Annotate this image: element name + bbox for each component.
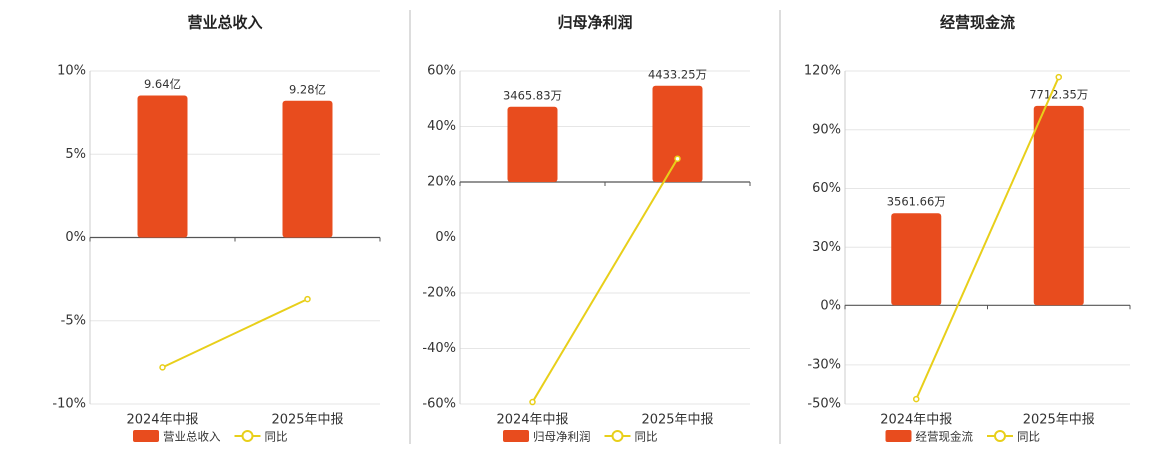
legend-swatch <box>503 430 529 442</box>
chart-title: 营业总收入 <box>187 14 262 32</box>
y-tick-label: -60% <box>422 397 456 412</box>
value-label: 3465.83万 <box>503 88 562 102</box>
x-tick-label: 2025年中报 <box>271 413 343 428</box>
legend-label: 营业总收入 <box>163 430 221 444</box>
y-tick-label: -10% <box>52 397 86 412</box>
y-tick-label: -5% <box>61 313 86 328</box>
legend-label: 经营现金流 <box>916 430 974 444</box>
bar <box>1033 105 1084 306</box>
y-tick-label: 0% <box>820 299 841 314</box>
y-tick-label: -30% <box>807 357 841 372</box>
x-tick-label: 2025年中报 <box>641 413 713 428</box>
legend-label: 同比 <box>265 430 288 444</box>
x-tick-label: 2024年中报 <box>496 413 568 428</box>
y-tick-label: 60% <box>427 64 456 79</box>
y-tick-label: -20% <box>422 286 456 301</box>
yoy-point <box>913 395 920 403</box>
y-tick-label: 30% <box>812 240 841 255</box>
x-tick-label: 2024年中报 <box>880 413 952 428</box>
y-tick-label: 0% <box>65 230 86 245</box>
x-tick-label: 2025年中报 <box>1023 413 1095 428</box>
y-tick-label: 90% <box>812 122 841 137</box>
bar <box>507 106 558 182</box>
y-tick-label: 10% <box>57 64 86 79</box>
chart-title: 归母净利润 <box>557 14 632 32</box>
legend-label: 同比 <box>1017 430 1040 444</box>
yoy-point <box>159 364 166 371</box>
chart-title: 经营现金流 <box>940 14 1015 32</box>
yoy-point <box>1055 73 1062 81</box>
yoy-point <box>674 155 681 162</box>
y-tick-label: 120% <box>804 64 841 79</box>
legend-swatch <box>241 430 254 442</box>
y-tick-label: 20% <box>427 175 456 190</box>
value-label: 7712.35万 <box>1029 87 1088 101</box>
yoy-point <box>304 295 311 303</box>
yoy-line <box>915 76 1060 400</box>
legend-label: 同比 <box>635 430 658 444</box>
legend-label: 归母净利润 <box>533 430 591 444</box>
bar <box>137 95 188 238</box>
y-tick-label: -50% <box>807 397 841 412</box>
yoy-line <box>531 158 679 403</box>
value-label: 9.64亿 <box>144 77 181 91</box>
yoy-point <box>529 398 536 406</box>
value-label: 4433.25万 <box>648 67 707 81</box>
yoy-line <box>162 298 308 369</box>
legend-swatch <box>994 430 1006 442</box>
bar <box>652 85 703 182</box>
value-label: 9.28亿 <box>289 82 326 96</box>
legend-swatch <box>885 430 912 442</box>
y-tick-label: 5% <box>65 147 86 162</box>
y-tick-label: -40% <box>422 341 456 356</box>
legend-swatch <box>133 430 159 442</box>
bar <box>891 213 942 306</box>
bar <box>282 100 333 238</box>
y-tick-label: 0% <box>435 230 456 245</box>
y-tick-label: 60% <box>812 181 841 196</box>
y-tick-label: 40% <box>427 119 456 134</box>
legend-swatch <box>611 430 624 442</box>
value-label: 3561.66万 <box>887 195 946 209</box>
x-tick-label: 2024年中报 <box>126 413 198 428</box>
